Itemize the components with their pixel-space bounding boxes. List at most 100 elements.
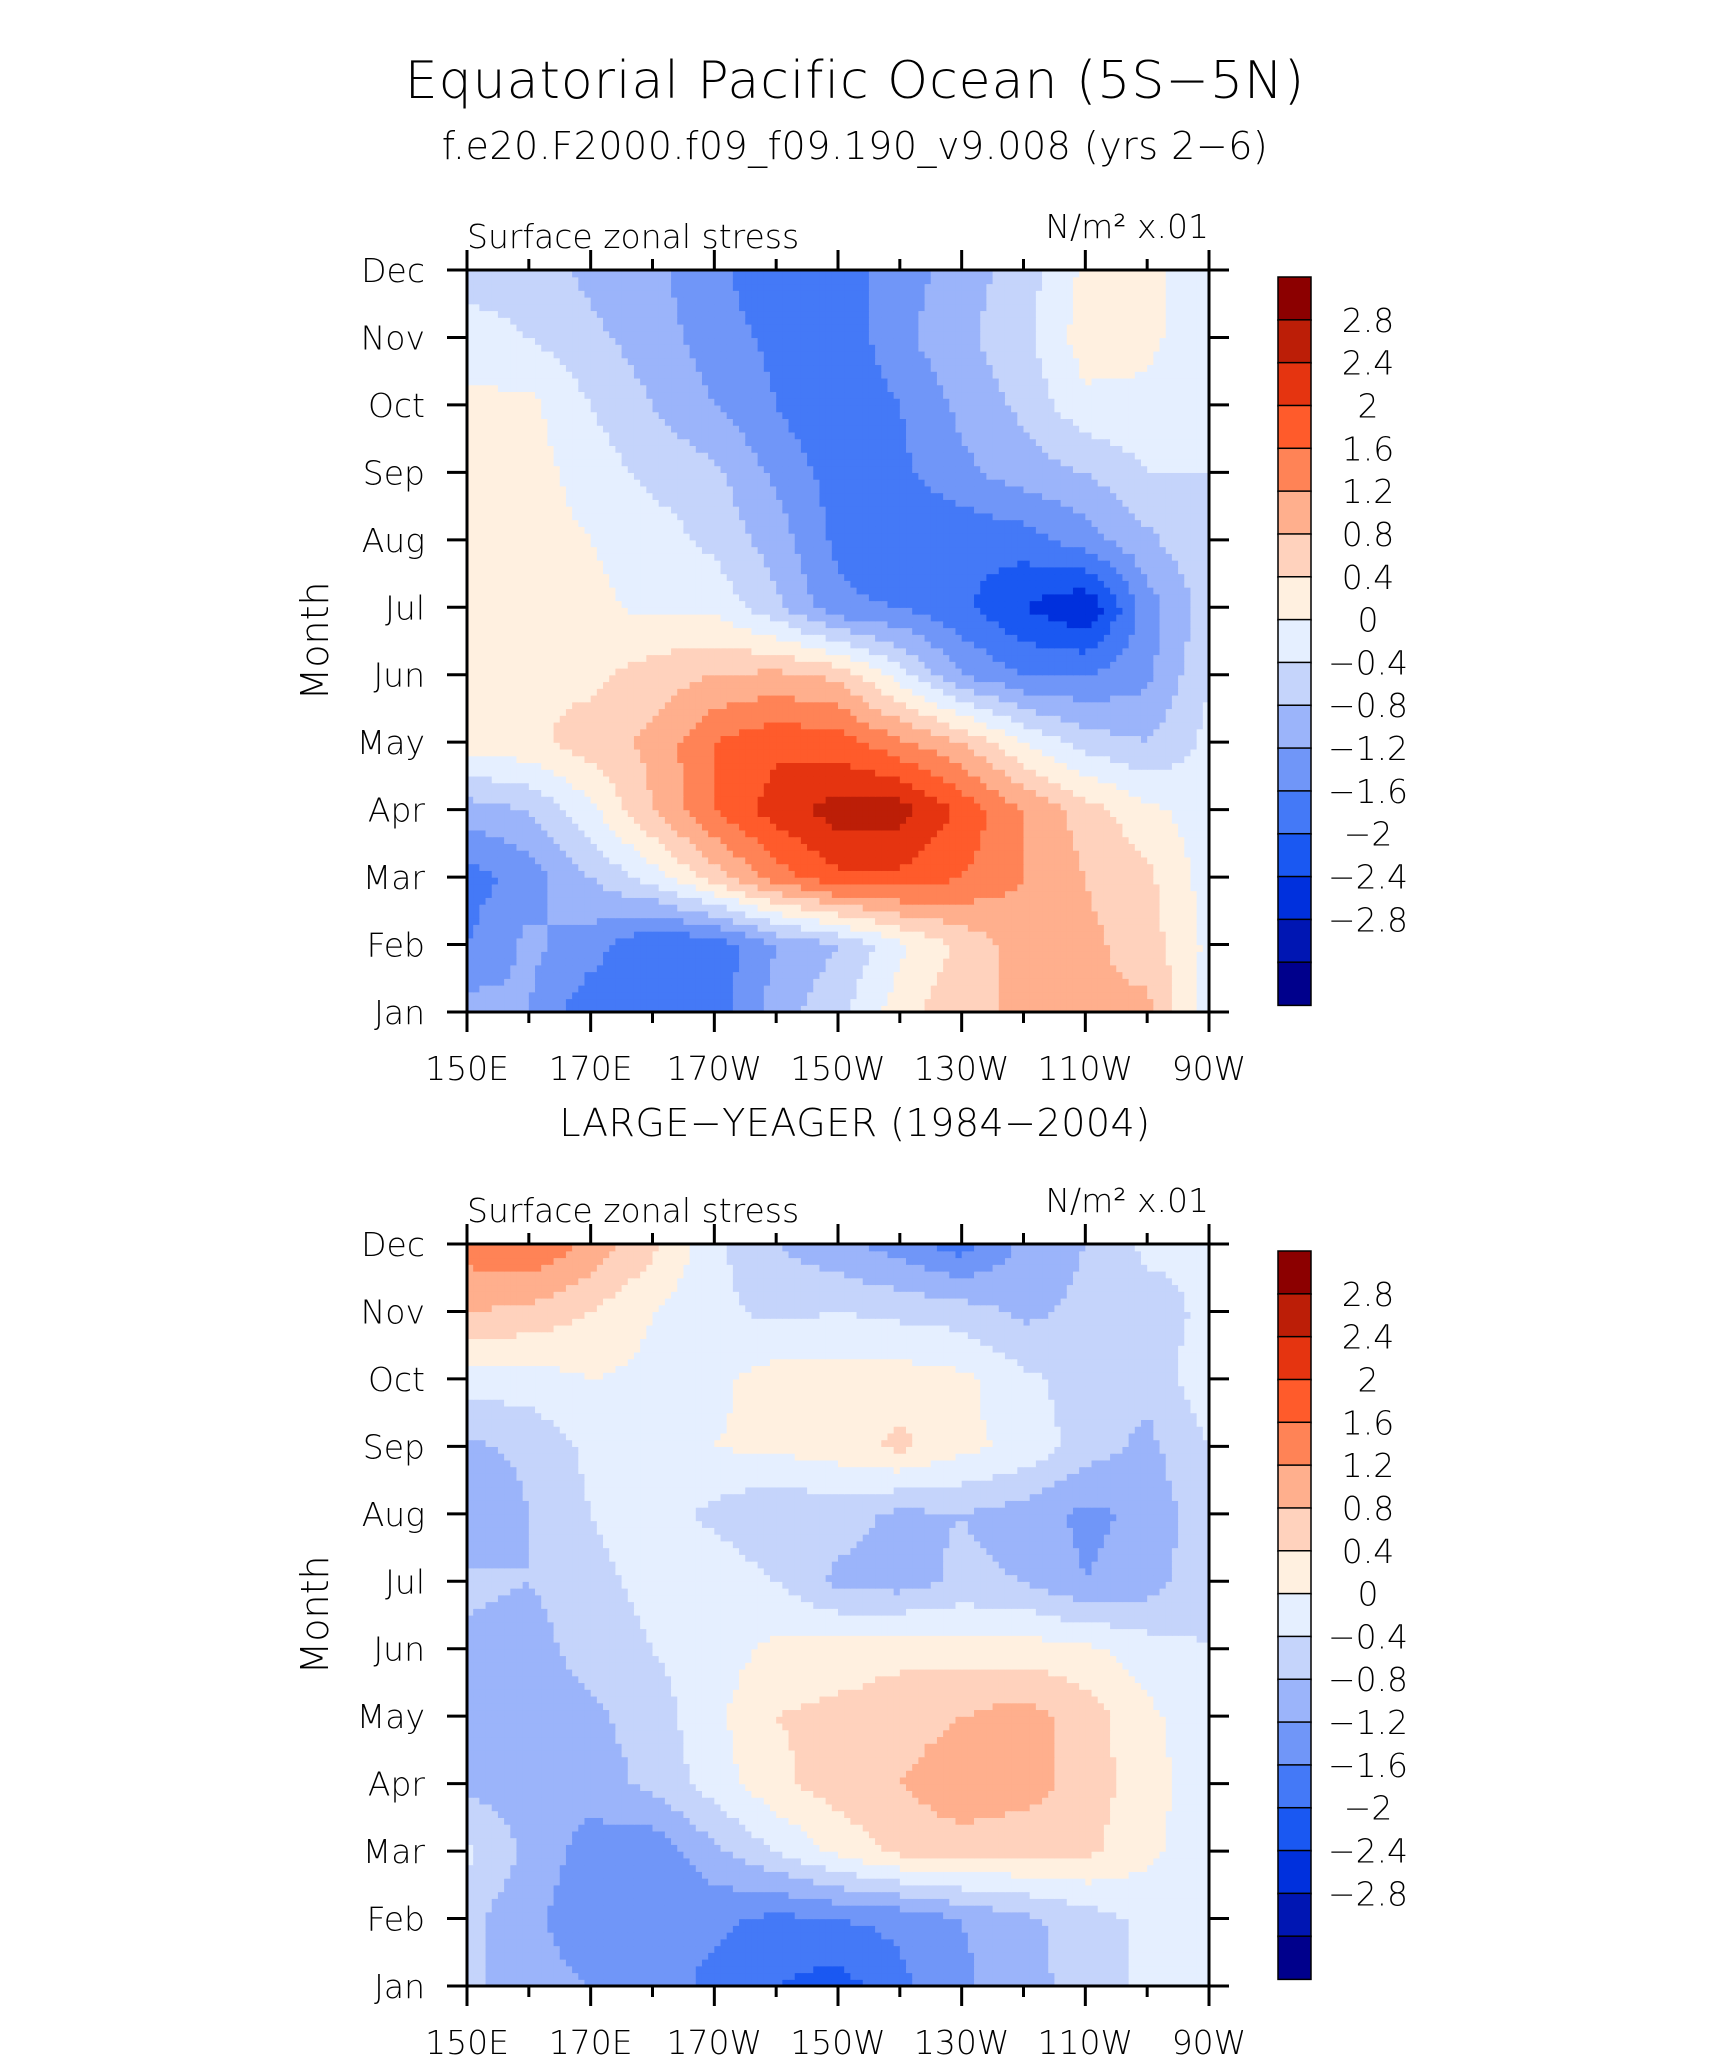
field-cell — [714, 883, 722, 892]
field-cell — [1103, 782, 1111, 790]
field-cell — [924, 775, 932, 784]
field-cell — [1042, 877, 1049, 885]
field-cell — [689, 964, 697, 973]
field-cell — [1048, 931, 1056, 939]
field-cell — [1042, 782, 1049, 790]
field-cell — [930, 863, 938, 871]
field-cell — [930, 735, 938, 743]
field-cell — [720, 937, 728, 946]
field-cell — [1079, 742, 1086, 750]
field-cell — [671, 802, 678, 811]
field-cell — [615, 748, 623, 757]
field-cell — [689, 998, 697, 1006]
field-cell — [893, 937, 901, 946]
field-cell — [788, 755, 796, 764]
field-cell — [782, 769, 790, 777]
field-cell — [1004, 843, 1012, 851]
field-cell — [664, 796, 672, 804]
field-cell — [1054, 958, 1062, 966]
field-cell — [510, 998, 518, 1006]
field-cell — [578, 951, 586, 959]
field-cell — [720, 796, 728, 804]
field-cell — [936, 748, 944, 757]
field-cell — [646, 883, 654, 892]
field-cell — [522, 964, 530, 973]
field-cell — [559, 910, 567, 919]
field-cell — [559, 991, 567, 1000]
field-cell — [646, 816, 654, 824]
field-cell — [912, 985, 919, 993]
field-cell — [819, 809, 827, 817]
field-cell — [609, 816, 616, 824]
field-cell — [497, 735, 505, 743]
field-cell — [1035, 985, 1043, 993]
field-cell — [751, 843, 759, 851]
field-cell — [714, 802, 722, 811]
field-cell — [553, 991, 561, 1000]
field-cell — [1110, 883, 1117, 892]
field-cell — [510, 991, 518, 1000]
field-cell — [671, 816, 678, 824]
field-cell — [856, 870, 864, 878]
field-cell — [467, 856, 474, 865]
field-cell — [646, 890, 654, 898]
field-cell — [1134, 742, 1142, 750]
field-cell — [671, 904, 678, 912]
field-cell — [627, 863, 635, 871]
field-cell — [739, 829, 746, 838]
field-cell — [769, 937, 777, 946]
field-cell — [899, 796, 907, 804]
field-cell — [1116, 910, 1124, 919]
field-cell — [943, 748, 950, 757]
field-cell — [986, 958, 994, 966]
field-cell — [986, 931, 994, 939]
field-cell — [627, 998, 635, 1006]
field-cell — [1103, 809, 1111, 817]
field-cell — [1091, 823, 1099, 831]
field-cell — [633, 897, 641, 905]
field-cell — [1011, 964, 1018, 973]
field-cell — [565, 728, 573, 737]
field-cell — [1066, 971, 1074, 979]
field-cell — [1035, 782, 1043, 790]
field-cell — [844, 823, 851, 831]
field-cell — [1085, 951, 1093, 959]
field-cell — [992, 748, 1000, 757]
field-cell — [609, 890, 616, 898]
field-cell — [856, 850, 864, 858]
field-cell — [541, 944, 548, 952]
field-cell — [615, 897, 623, 905]
field-cell — [695, 802, 703, 811]
field-cell — [572, 998, 579, 1006]
field-cell — [516, 937, 524, 946]
field-cell — [1017, 917, 1025, 925]
field-cell — [751, 883, 759, 892]
field-cell — [986, 850, 994, 858]
field-cell — [751, 944, 759, 952]
field-cell — [714, 782, 722, 790]
field-cell — [912, 742, 919, 750]
field-cell — [1140, 964, 1148, 973]
field-cell — [621, 789, 629, 797]
field-cell — [1171, 985, 1179, 993]
field-cell — [1035, 883, 1043, 892]
field-cell — [974, 755, 981, 764]
field-cell — [912, 728, 919, 737]
field-cell — [794, 762, 802, 770]
field-cell — [930, 910, 938, 919]
field-cell — [683, 823, 691, 831]
field-cell — [528, 782, 536, 790]
field-cell — [522, 775, 530, 784]
field-cell — [695, 958, 703, 966]
field-cell — [677, 931, 685, 939]
field-cell — [986, 769, 994, 777]
field-cell — [788, 829, 796, 838]
field-cell — [1128, 944, 1136, 952]
field-cell — [906, 856, 913, 865]
field-cell — [881, 917, 889, 925]
field-cell — [485, 856, 493, 865]
field-cell — [813, 850, 821, 858]
field-cell — [1060, 870, 1068, 878]
field-cell — [899, 897, 907, 905]
field-cell — [1178, 829, 1185, 838]
